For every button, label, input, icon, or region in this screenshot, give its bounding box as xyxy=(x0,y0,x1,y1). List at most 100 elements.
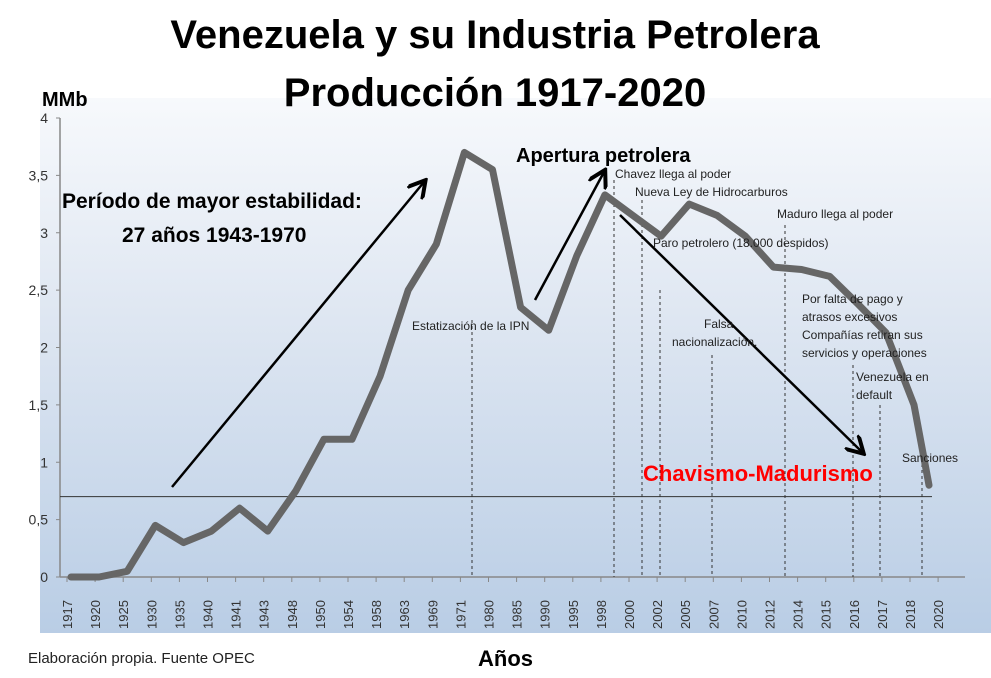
data-point xyxy=(154,524,156,526)
x-tick-label: 1917 xyxy=(60,600,75,629)
data-point xyxy=(913,404,915,406)
data-point xyxy=(604,194,606,196)
x-tick-label: 1943 xyxy=(257,600,272,629)
x-tick-label: 1920 xyxy=(88,600,103,629)
data-point xyxy=(885,332,887,334)
data-point xyxy=(267,530,269,532)
y-tick-label: 2 xyxy=(40,340,48,356)
x-tick-label: 1985 xyxy=(510,600,525,629)
annotation-chavismo: Chavismo-Madurismo xyxy=(643,461,873,486)
data-point xyxy=(576,255,578,257)
annotation-falta: servicios y operaciones xyxy=(802,346,927,360)
x-tick-label: 1963 xyxy=(397,600,412,629)
data-point xyxy=(98,576,100,578)
x-tick-label: 1990 xyxy=(538,600,553,629)
y-tick-label: 1 xyxy=(40,454,48,470)
annotation-stability: Período de mayor estabilidad: xyxy=(62,190,362,213)
annotation-falta: Por falta de pago y xyxy=(802,292,903,306)
data-point xyxy=(829,275,831,277)
data-point xyxy=(492,169,493,171)
data-point xyxy=(126,570,128,572)
annotation-ley: Nueva Ley de Hidrocarburos xyxy=(635,185,788,199)
y-tick-label: 0,5 xyxy=(29,512,49,528)
y-tick-label: 1,5 xyxy=(29,397,49,413)
x-tick-label: 2015 xyxy=(819,600,834,629)
annotation-paro: Paro petrolero (18.000 despidos) xyxy=(653,236,828,250)
y-tick-label: 3 xyxy=(40,225,48,241)
trend-arrow xyxy=(171,182,424,488)
annotation-falsa: Falsa xyxy=(704,317,734,331)
annotation-sanciones: Sanciones xyxy=(902,451,958,465)
x-tick-label: 1969 xyxy=(425,600,440,629)
x-tick-label: 1925 xyxy=(116,600,131,629)
data-point xyxy=(548,329,550,331)
data-point xyxy=(928,484,930,486)
data-point xyxy=(660,235,662,237)
x-tick-label: 1930 xyxy=(144,600,159,629)
annotation-default: Venezuela en xyxy=(856,370,929,384)
annotation-falta: atrasos excesivos xyxy=(802,310,897,324)
data-point xyxy=(716,215,718,217)
data-point xyxy=(632,215,634,217)
annotation-default: default xyxy=(856,388,893,402)
x-tick-label: 1980 xyxy=(482,600,497,629)
data-point xyxy=(351,438,353,440)
x-tick-label: 2020 xyxy=(931,600,946,629)
trend-arrow xyxy=(619,214,862,452)
x-axis-label: Años xyxy=(478,646,533,671)
x-tick-label: 1998 xyxy=(594,600,609,629)
data-point xyxy=(801,268,803,270)
x-tick-label: 2016 xyxy=(847,600,862,629)
x-tick-label: 2012 xyxy=(763,600,778,629)
x-tick-label: 1971 xyxy=(453,600,468,629)
x-tick-label: 2000 xyxy=(622,600,637,629)
annotation-estatizacion: Estatización de la IPN xyxy=(412,319,529,333)
data-point xyxy=(688,203,690,205)
x-tick-label: 1958 xyxy=(369,600,384,629)
annotation-apertura: Apertura petrolera xyxy=(516,145,691,167)
x-tick-label: 1954 xyxy=(341,600,356,629)
data-point xyxy=(857,303,859,305)
data-point xyxy=(182,542,184,544)
y-axis-label: MMb xyxy=(42,89,88,111)
x-tick-label: 2005 xyxy=(678,600,693,629)
data-point xyxy=(295,490,297,492)
annotation-chavez: Chavez llega al poder xyxy=(615,167,731,181)
x-tick-label: 2007 xyxy=(706,600,721,629)
x-tick-label: 1948 xyxy=(285,600,300,629)
x-tick-label: 1935 xyxy=(172,600,187,629)
annotation-falta: Compañías retiran sus xyxy=(802,328,923,342)
y-tick-label: 2,5 xyxy=(29,282,49,298)
chart-subtitle: Producción 1917-2020 xyxy=(283,71,707,115)
data-point xyxy=(407,289,409,291)
plot-background xyxy=(40,98,991,633)
production-line xyxy=(67,148,933,581)
x-tick-label: 1950 xyxy=(313,600,328,629)
chart-title: Venezuela y su Industria Petrolera xyxy=(170,13,820,57)
data-point xyxy=(379,375,381,377)
x-tick-label: 2002 xyxy=(650,600,665,629)
data-point xyxy=(70,576,72,578)
y-tick-label: 4 xyxy=(40,110,48,126)
data-point xyxy=(463,151,465,153)
x-tick-label: 1941 xyxy=(229,600,244,629)
annotation-stability: 27 años 1943-1970 xyxy=(122,224,306,247)
y-tick-label: 0 xyxy=(40,569,48,585)
data-point xyxy=(211,530,212,532)
x-tick-label: 2010 xyxy=(734,600,749,629)
annotation-maduro: Maduro llega al poder xyxy=(777,207,893,221)
source-note: Elaboración propia. Fuente OPEC xyxy=(28,650,255,667)
data-point xyxy=(435,243,437,245)
y-tick-label: 3,5 xyxy=(29,167,49,183)
data-point xyxy=(323,438,325,440)
x-tick-label: 1940 xyxy=(201,600,216,629)
annotation-falsa: nacionalización. xyxy=(672,335,757,349)
x-tick-label: 2018 xyxy=(903,600,918,629)
x-tick-label: 1995 xyxy=(566,600,581,629)
trend-arrow xyxy=(533,172,604,301)
x-tick-label: 2014 xyxy=(791,600,806,629)
x-tick-label: 2017 xyxy=(875,600,890,629)
data-point xyxy=(520,306,522,308)
data-point xyxy=(744,235,746,237)
